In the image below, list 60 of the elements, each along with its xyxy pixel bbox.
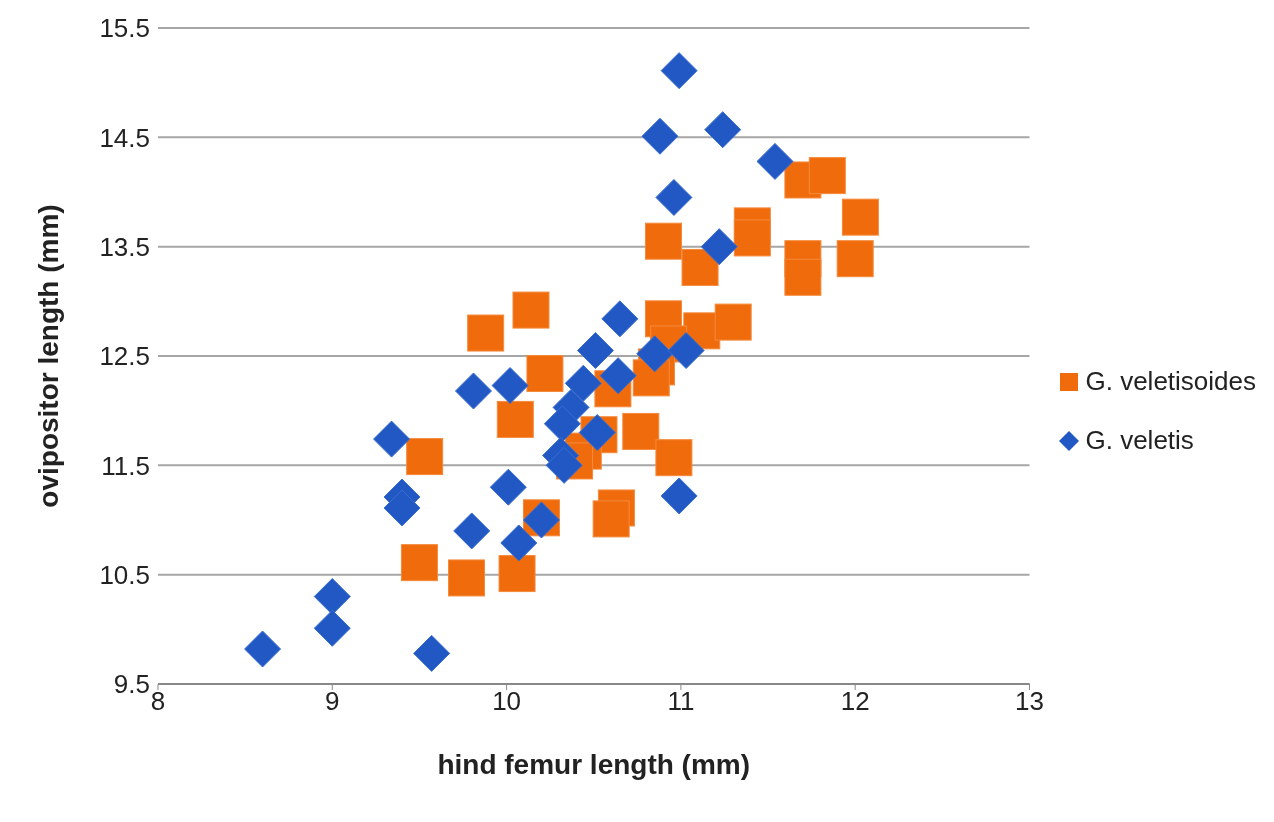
x-tick-label: 13	[1015, 686, 1044, 717]
point	[500, 524, 538, 562]
point	[756, 142, 794, 180]
point	[545, 446, 583, 484]
x-tick-label: 9	[325, 686, 340, 717]
point	[841, 198, 879, 236]
y-tick-label: 9.5	[113, 669, 150, 700]
point	[836, 240, 874, 278]
point	[373, 420, 411, 458]
point	[733, 219, 771, 257]
y-axis-title: ovipositor length (mm)	[32, 204, 64, 508]
point	[622, 412, 660, 450]
point	[313, 609, 351, 647]
point	[543, 405, 581, 443]
x-tick-label: 11	[667, 686, 695, 717]
point	[592, 500, 630, 538]
point	[453, 512, 491, 550]
point	[601, 300, 639, 338]
x-tick-label: 12	[840, 686, 870, 717]
point	[576, 332, 614, 370]
point	[564, 364, 602, 402]
y-tick-label: 14.5	[99, 122, 150, 153]
y-tick-label: 12.5	[99, 341, 150, 372]
point	[660, 52, 698, 90]
point	[498, 555, 536, 593]
point	[667, 332, 705, 370]
y-tick-label: 13.5	[99, 231, 150, 262]
point	[660, 477, 698, 515]
point	[448, 559, 485, 597]
point	[784, 258, 822, 296]
point	[406, 438, 444, 476]
point	[383, 489, 421, 527]
point	[808, 157, 846, 195]
point	[400, 544, 438, 582]
point	[644, 222, 682, 260]
y-tick-label: 10.5	[99, 559, 150, 590]
legend-label: G. veletis	[1085, 425, 1194, 456]
point	[454, 372, 492, 410]
x-tick-label: 10	[492, 686, 522, 717]
point	[512, 291, 550, 329]
point	[655, 439, 693, 477]
y-tick-label: 11.5	[101, 450, 150, 481]
point	[489, 468, 527, 506]
point	[700, 228, 738, 266]
y-tick-label: 15.5	[99, 13, 150, 44]
point	[641, 117, 679, 155]
point	[655, 178, 693, 216]
point	[599, 357, 637, 395]
point	[681, 248, 719, 286]
legend-label: G. veletisoides	[1085, 366, 1256, 397]
point	[491, 367, 529, 405]
point	[714, 303, 752, 341]
x-tick-label: 8	[150, 686, 166, 717]
point	[526, 354, 564, 392]
point	[467, 314, 505, 352]
point	[496, 400, 534, 438]
x-axis-title: hind femur length (mm)	[437, 749, 751, 780]
point	[244, 630, 282, 668]
point	[413, 634, 451, 672]
point	[704, 111, 742, 149]
